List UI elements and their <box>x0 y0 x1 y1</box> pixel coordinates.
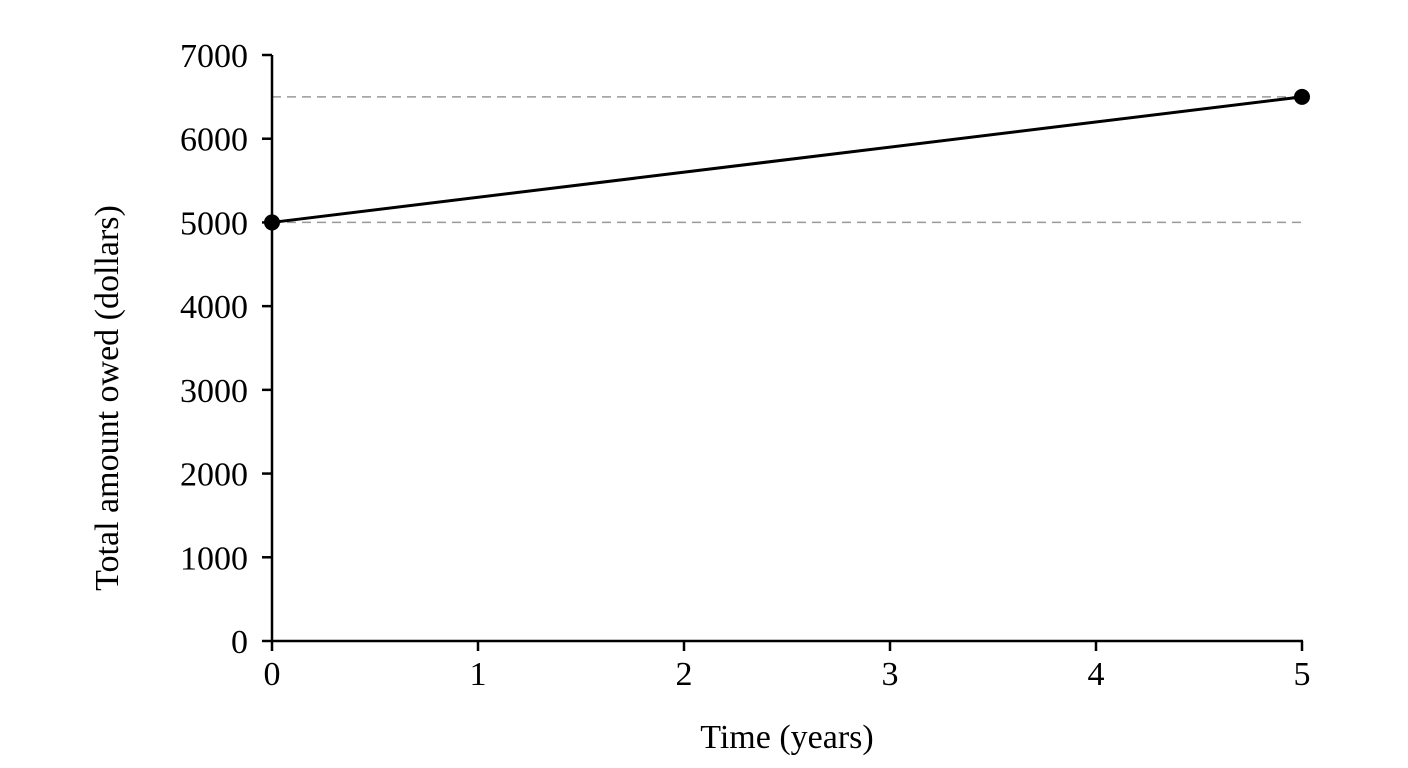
series <box>264 88 1310 231</box>
y-axis-title: Total amount owed (dollars) <box>89 205 126 591</box>
x-tick-label: 1 <box>470 656 487 693</box>
series-line <box>271 95 1303 224</box>
x-axis-ticks: 0 1 2 3 4 5 <box>264 641 1311 693</box>
x-tick-label: 3 <box>882 656 899 693</box>
reference-lines <box>272 96 1302 224</box>
y-tick-label: 3000 <box>180 373 248 410</box>
y-tick-label: 6000 <box>180 122 248 159</box>
y-tick-label: 4000 <box>180 289 248 326</box>
x-tick-label: 5 <box>1294 656 1311 693</box>
x-tick-label: 4 <box>1088 656 1105 693</box>
x-tick-label: 0 <box>264 656 281 693</box>
x-tick-label: 2 <box>676 656 693 693</box>
y-tick-label: 1000 <box>180 540 248 577</box>
y-tick-label: 0 <box>231 624 248 661</box>
y-tick-label: 2000 <box>180 457 248 494</box>
y-tick-label: 5000 <box>180 205 248 242</box>
y-tick-label: 7000 <box>180 38 248 75</box>
x-axis-title: Time (years) <box>700 719 873 756</box>
data-point <box>264 214 280 231</box>
y-axis-ticks: 0 1000 2000 3000 4000 5000 6000 7000 <box>180 38 272 661</box>
data-point <box>1294 88 1310 105</box>
axes <box>270 55 1303 643</box>
